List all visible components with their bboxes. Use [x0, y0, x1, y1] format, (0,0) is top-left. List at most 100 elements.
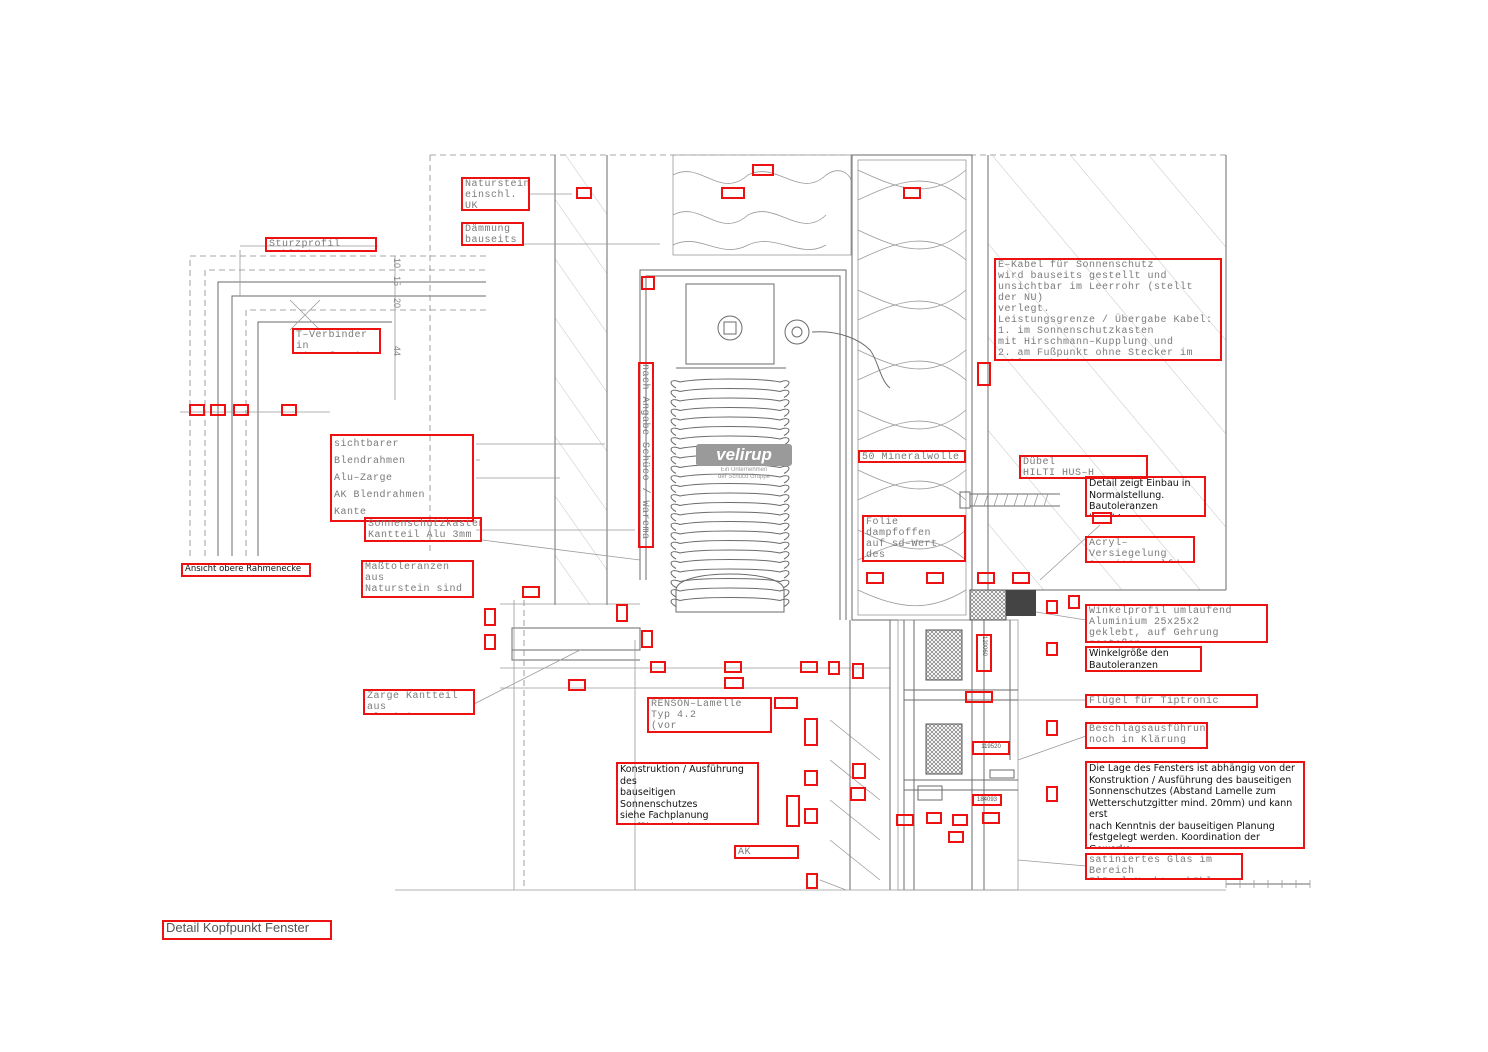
dimension-marker [804, 718, 818, 746]
velirup-logo: velirup [696, 444, 792, 466]
dimension-marker [650, 661, 666, 673]
label-naturstein: Naturstein einschl. UK bauseits [461, 177, 530, 211]
dimension-marker [1092, 512, 1112, 524]
dimension-marker [948, 831, 964, 843]
label-sonnenschutzkasten: Sonnenschutzkasten Kantteil Alu 3mm [364, 517, 482, 542]
profile-tag-c: 184093 [972, 794, 1002, 806]
dimension-marker [852, 663, 864, 679]
dim-44: 44 [392, 346, 401, 357]
lamella-slat [670, 549, 790, 560]
dimension-marker [641, 276, 655, 290]
label-mineralwolle: 50 Mineralwolle A1 [858, 450, 966, 463]
window-frame [897, 589, 1036, 891]
dimension-marker [982, 812, 1000, 824]
dimension-marker [1046, 642, 1058, 656]
inset-frame-corner [180, 245, 486, 556]
lamella-slat [670, 559, 790, 569]
label-renson: RENSON–Lamelle Typ 4.2 (vor Nachtbelüftu… [647, 697, 772, 733]
lamella-slat [670, 521, 790, 531]
logo-subtitle: Ein Unternehmen der Schüco Gruppe [717, 467, 771, 480]
dimension-marker [1068, 595, 1080, 609]
dimension-marker [1046, 600, 1058, 614]
dimension-marker [965, 691, 993, 703]
lamella-stack [670, 378, 790, 613]
lamella-slat [670, 388, 790, 398]
dimension-marker [641, 630, 653, 648]
label-lage-fenster: Die Lage des Fensters ist abhängig von d… [1085, 761, 1305, 849]
dimension-marker [724, 677, 744, 689]
profile-tag-a: 120060 [976, 634, 992, 672]
dimension-marker [977, 572, 995, 584]
dimension-marker [568, 679, 586, 691]
label-folie: Folie dampfoffen auf sd–Wert des Komprib… [862, 515, 966, 562]
lamella-slat [670, 597, 790, 607]
dimension-marker [804, 770, 818, 786]
dimension-marker [281, 404, 297, 416]
lamella-slat [670, 568, 790, 579]
label-beschlag: Beschlagsausführung noch in Klärung [1085, 722, 1208, 749]
dimension-marker [926, 572, 944, 584]
profile-tag-b: 119520 [972, 741, 1010, 755]
leader-lines [473, 193, 1101, 867]
label-satiniert: satiniertes Glas im Bereich Flügel Nacht… [1085, 853, 1243, 880]
dimension-marker [952, 814, 968, 826]
dimension-marker [850, 787, 866, 801]
label-legend-list: sichtbarer Blendrahmen Alu–Zarge AK Blen… [330, 434, 474, 522]
dimension-marker [1046, 720, 1058, 736]
dimension-marker [896, 814, 914, 826]
dimension-marker [800, 661, 818, 673]
dimension-marker [926, 812, 942, 824]
lamella-slat [670, 502, 790, 512]
lamella-slat [670, 587, 790, 598]
dimension-marker [576, 187, 592, 199]
concrete-wall [971, 155, 1227, 620]
label-acryl: Acryl–Versiegelung 2–seitig umlfd. [1085, 536, 1195, 563]
dimension-marker [721, 187, 745, 199]
label-ansicht-rahmenecke: Ansicht obere Rahmenecke [181, 563, 311, 577]
dimension-marker [1046, 786, 1058, 802]
lamella-slat [670, 530, 790, 541]
lamella-slat [670, 378, 790, 389]
dimension-marker [903, 187, 921, 199]
lamella-slat [670, 435, 790, 446]
dimension-marker [484, 608, 496, 626]
dimension-marker [1012, 572, 1030, 584]
dimension-marker [806, 873, 818, 889]
dim-15: 15 [392, 276, 401, 287]
dimension-marker [828, 661, 840, 675]
dimension-marker [484, 634, 496, 650]
label-winkelgroesse: Winkelgröße den Bautoleranzen anpassen [1085, 646, 1202, 672]
dim-10: 10 [392, 258, 401, 269]
dimension-marker [786, 795, 800, 827]
dimension-marker [189, 404, 205, 416]
dimension-marker [233, 404, 249, 416]
dimension-marker [724, 661, 742, 673]
insulation-top [672, 154, 852, 256]
label-e-kabel: E–Kabel für Sonnenschutz wird bauseits g… [994, 258, 1222, 361]
label-zarge: Zarge Kantteil aus Aluminium 2mm [363, 689, 475, 715]
lamella-slat [670, 416, 790, 427]
dimension-marker [852, 763, 866, 779]
lamella-slat [670, 492, 790, 503]
lamella-slat [670, 483, 790, 493]
dimension-marker [522, 586, 540, 598]
label-daemmung: Dämmung bauseits [461, 222, 524, 246]
dimension-marker [866, 572, 884, 584]
label-t-verbinder: T–Verbinder in Eigenfertigung [292, 328, 381, 354]
label-winkelprofil: Winkelprofil umlaufend Aluminium 25x25x2… [1085, 604, 1268, 643]
lamella-bottom-rail [675, 573, 785, 613]
lamella-slat [670, 407, 790, 417]
lamella-slat [670, 511, 790, 522]
dowel [959, 491, 1060, 509]
lamella-slat [670, 426, 790, 436]
dim-20: 20 [392, 298, 401, 309]
label-konstruktion: Konstruktion / Ausführung des bauseitige… [616, 762, 759, 825]
sunshade-box [639, 269, 891, 620]
dimension-marker [210, 404, 226, 416]
dimension-marker [774, 697, 798, 709]
label-detail-einbau: Detail zeigt Einbau in Normalstellung. B… [1085, 476, 1206, 517]
label-ak-rohbau: AK Rohbau [734, 845, 799, 859]
lamella-slat [670, 540, 790, 550]
label-vertical-schueco: nach Angabe Schüco / Warema [638, 362, 654, 548]
